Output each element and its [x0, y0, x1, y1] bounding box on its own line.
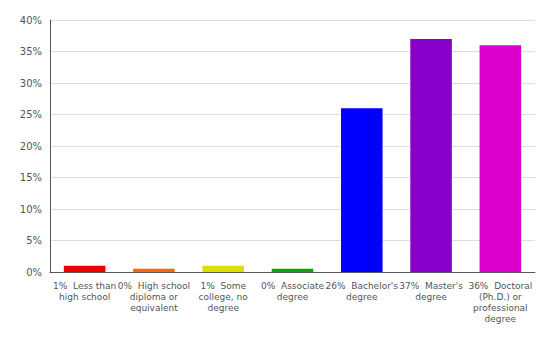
svg-text:diploma or: diploma or — [130, 292, 179, 302]
svg-text:30%: 30% — [20, 78, 42, 89]
svg-text:26% Bachelor's: 26% Bachelor's — [326, 281, 399, 291]
svg-text:15%: 15% — [20, 172, 42, 183]
svg-text:professional: professional — [473, 303, 528, 313]
svg-text:5%: 5% — [26, 235, 42, 246]
svg-text:1% Some: 1% Some — [200, 281, 246, 291]
svg-text:40%: 40% — [20, 15, 42, 26]
svg-text:20%: 20% — [20, 141, 42, 152]
svg-text:degree: degree — [346, 292, 378, 302]
svg-text:(Ph.D.) or: (Ph.D.) or — [479, 292, 522, 302]
svg-text:36% Doctoral: 36% Doctoral — [468, 281, 532, 291]
svg-text:37% Master's: 37% Master's — [399, 281, 463, 291]
svg-text:35%: 35% — [20, 46, 42, 57]
svg-text:1% Less than: 1% Less than — [53, 281, 116, 291]
svg-text:high school: high school — [59, 292, 110, 302]
svg-text:equivalent: equivalent — [130, 303, 178, 313]
svg-text:degree: degree — [485, 314, 517, 324]
svg-text:degree: degree — [207, 303, 239, 313]
svg-text:0% High school: 0% High school — [118, 281, 190, 291]
svg-text:10%: 10% — [20, 204, 42, 215]
svg-text:0%: 0% — [26, 267, 42, 278]
svg-text:college, no: college, no — [199, 292, 249, 302]
svg-text:0% Associate: 0% Associate — [261, 281, 325, 291]
svg-text:degree: degree — [415, 292, 447, 302]
svg-text:degree: degree — [277, 292, 309, 302]
svg-text:25%: 25% — [20, 109, 42, 120]
